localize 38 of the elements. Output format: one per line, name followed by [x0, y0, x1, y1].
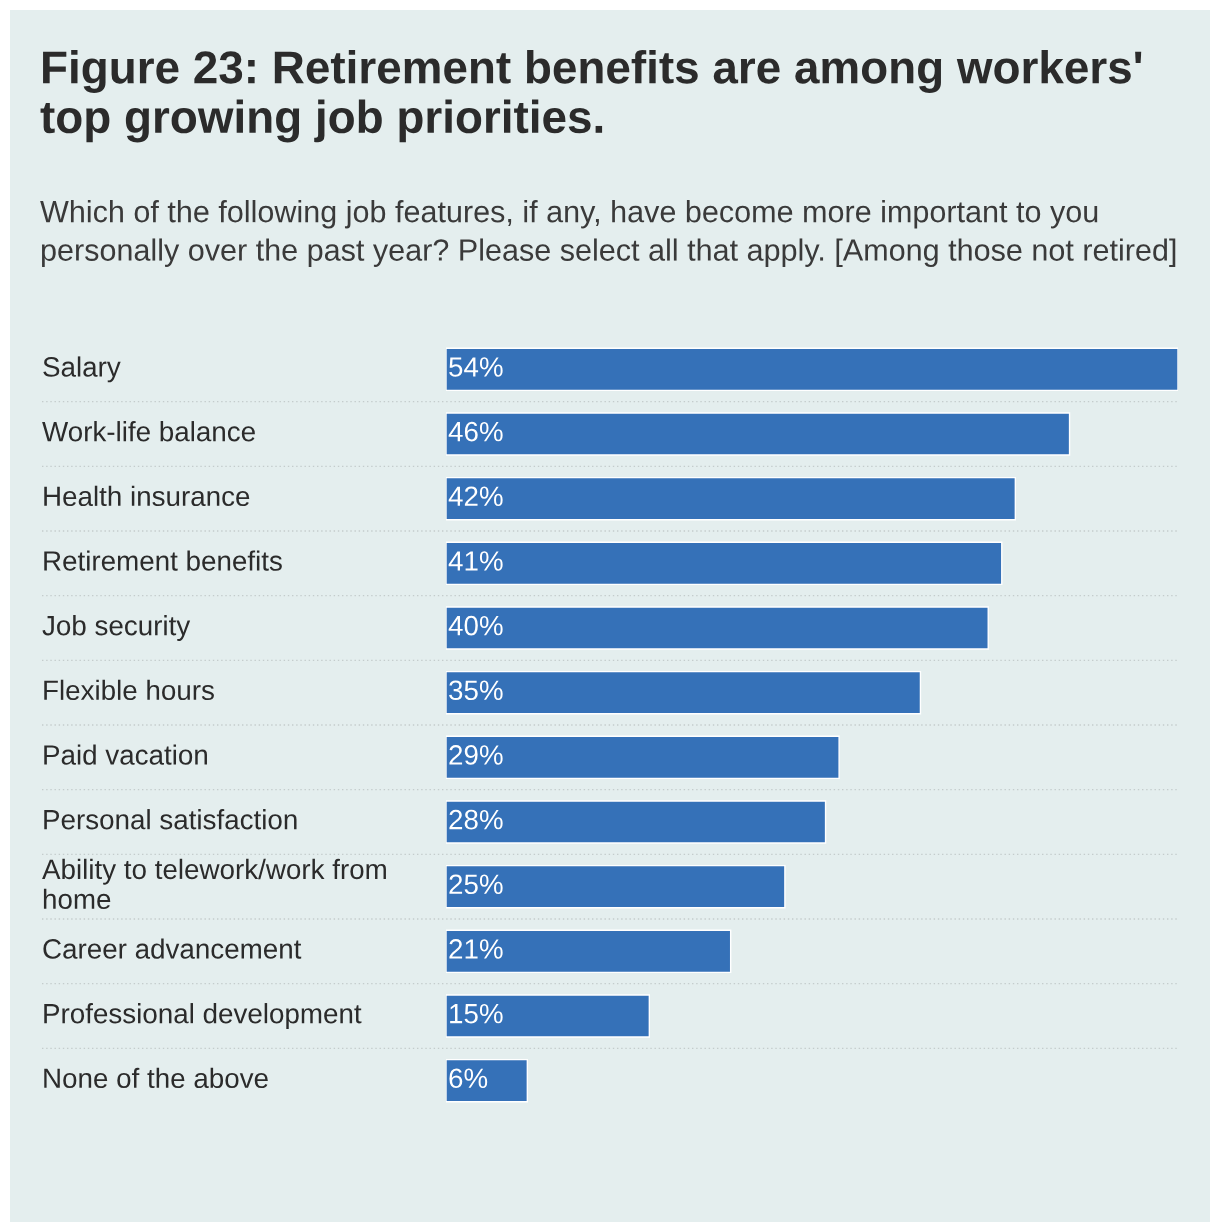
bar: [446, 670, 922, 715]
bar: [446, 929, 732, 974]
data-label: 15%: [450, 1003, 503, 1024]
y-tick-label: Professional development: [44, 1003, 362, 1029]
y-tick-label: Work-life balance: [42, 421, 255, 442]
data-label: 21%: [449, 939, 503, 959]
data-label: 25%: [449, 874, 503, 895]
bar: [446, 541, 1003, 586]
y-tick-label: Retirement benefits: [44, 550, 282, 571]
data-label: 35%: [449, 680, 503, 701]
bar: [446, 476, 1017, 521]
data-label: 6%: [449, 1068, 488, 1089]
chart-title: Figure 23: Retirement benefits are among workers' top growing job priorities.: [40, 50, 1142, 143]
bar: [446, 800, 827, 844]
data-label: 46%: [448, 421, 503, 442]
bar: [446, 864, 786, 909]
data-label: 29%: [449, 745, 503, 765]
y-tick-label: Flexible hours: [44, 679, 214, 701]
y-tick-label: Job security: [42, 615, 191, 641]
y-tick-label: Career advancement: [43, 938, 302, 959]
bar: [446, 735, 840, 780]
data-label: 54%: [449, 357, 503, 377]
bar: [446, 347, 1178, 392]
data-label: 41%: [448, 551, 503, 571]
data-label: 28%: [449, 809, 503, 830]
data-label: 40%: [448, 615, 503, 636]
y-tick-label: None of the above: [44, 1067, 268, 1089]
y-tick-label: Personal satisfaction: [44, 809, 297, 830]
y-tick-label: Paid vacation: [44, 744, 207, 765]
y-tick-label: Health insurance: [44, 485, 250, 507]
y-tick-label: Salary: [43, 356, 121, 383]
data-label: 42%: [448, 486, 503, 507]
bar: [446, 994, 651, 1038]
bar: [446, 412, 1071, 456]
y-tick-label: Ability to telework/work from home: [42, 858, 386, 910]
bar: [446, 1058, 529, 1103]
chart-subtitle: Which of the following job features, if any, have become more important to you personally over the past year? Please select all that apply. [Among those not retired]: [40, 200, 1176, 267]
bar: [446, 606, 989, 650]
